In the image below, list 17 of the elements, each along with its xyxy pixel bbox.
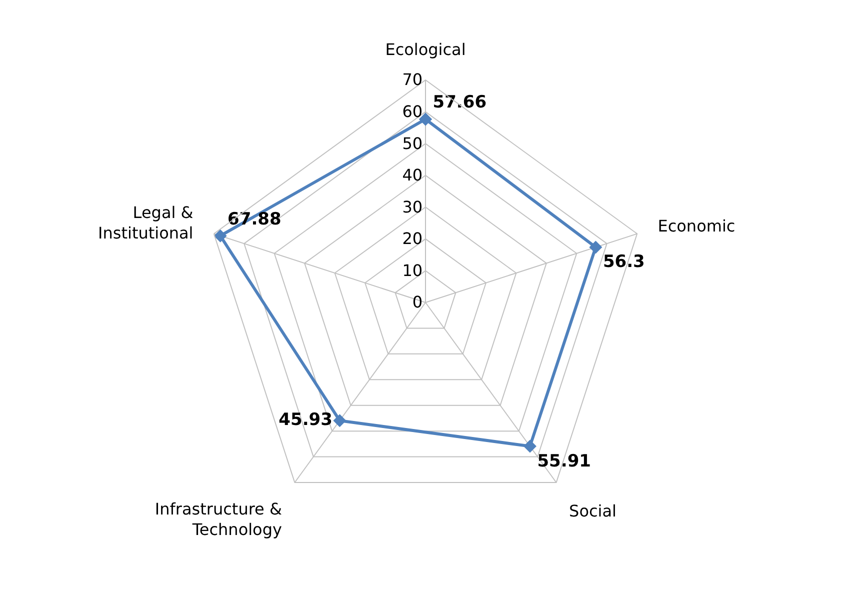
y-tick-label: 60 xyxy=(402,102,423,121)
y-tick-label: 30 xyxy=(402,197,423,216)
data-label: 57.66 xyxy=(432,92,487,113)
y-tick-label: 70 xyxy=(402,70,423,90)
spoke-label: Ecological xyxy=(385,40,466,60)
data-label: 55.91 xyxy=(537,451,591,472)
data-label: 45.93 xyxy=(278,410,332,430)
spoke-label: Economic xyxy=(658,216,736,236)
y-tick-label: 20 xyxy=(402,229,423,248)
spoke-label: Legal & Institutional xyxy=(98,202,194,243)
data-label: 56.3 xyxy=(602,252,645,272)
y-tick-label: 10 xyxy=(402,260,423,280)
spoke-label: Social xyxy=(569,501,616,520)
y-tick-label: 50 xyxy=(402,134,423,153)
y-tick-label: 0 xyxy=(412,292,423,312)
spoke-label: Infrastructure & Technology xyxy=(154,499,282,540)
y-tick-label: 40 xyxy=(402,166,423,185)
